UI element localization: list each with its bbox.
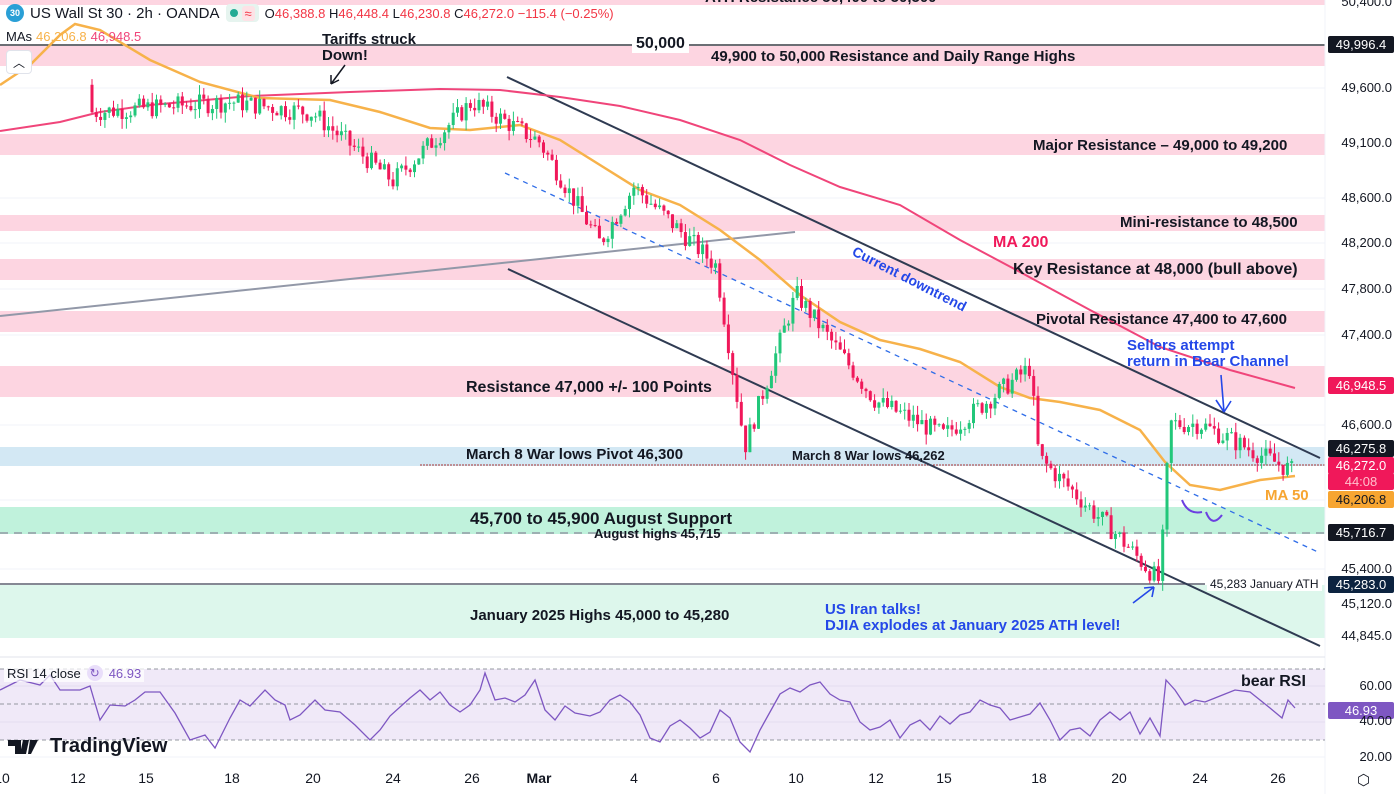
- time-tick: 15: [138, 770, 154, 786]
- ohlc-values: O46,388.8 H46,448.4 L46,230.8 C46,272.0 …: [264, 5, 614, 21]
- tariffs-label: Tariffs struck Down!: [322, 31, 416, 64]
- settings-icon[interactable]: ⬡: [1357, 772, 1371, 789]
- price-tag: 46,948.5: [1328, 377, 1394, 394]
- price-tag: 45,283.0: [1328, 576, 1394, 593]
- rsi-value: 46.93: [108, 665, 142, 681]
- time-tick: 20: [305, 770, 321, 786]
- price-tick: 47,800.0: [1341, 281, 1392, 296]
- ma200-line: [0, 87, 1296, 389]
- channel-lower: [507, 268, 1321, 647]
- rsi-sync-icon[interactable]: ↻: [86, 665, 103, 681]
- rsi-value-tag: 46.93: [1328, 702, 1394, 719]
- rsi-legend[interactable]: RSI 14 close ↻ 46.93: [4, 664, 145, 682]
- price-tick: 45,120.0: [1341, 596, 1392, 611]
- chevron-up-icon: ︿: [12, 55, 25, 70]
- tariffs-arrow: [330, 64, 346, 85]
- price-tag: 46,206.8: [1328, 491, 1394, 508]
- rsi-tick: 40.00: [1359, 713, 1392, 728]
- candles: [90, 79, 1294, 591]
- time-tick: 10: [788, 770, 804, 786]
- sellers-note: Sellers attempt return in Bear Channel: [1127, 337, 1289, 370]
- time-tick: Mar: [526, 770, 552, 786]
- january-highs-zone: [0, 585, 1325, 638]
- market-open-icon: [229, 9, 238, 17]
- august-highs-label: August highs 45,715: [594, 526, 721, 541]
- purple-swoosh-1: [1181, 499, 1203, 514]
- level-50000-label: 50,000: [632, 35, 689, 53]
- tradingview-logo-icon: [8, 739, 38, 754]
- symbol-title[interactable]: US Wall St 30 · 2h · OANDA: [30, 4, 220, 22]
- war-lows-pivot-label: March 8 War lows Pivot 46,300: [466, 446, 684, 463]
- sellers-arrow: [1215, 374, 1232, 413]
- price-tick: 48,600.0: [1341, 190, 1392, 205]
- rsi-tick: 60.00: [1359, 678, 1392, 693]
- january-highs-label: January 2025 Highs 45,000 to 45,280: [470, 607, 730, 624]
- price-tick: 49,600.0: [1341, 80, 1392, 95]
- rsi-tick: 20.00: [1359, 749, 1392, 764]
- time-tick: 12: [868, 770, 884, 786]
- price-tag: 46,275.8: [1328, 440, 1394, 457]
- mas-label: MAs: [6, 29, 32, 44]
- time-tick: 15: [936, 770, 952, 786]
- ath-resistance-label: ATH Resistance 50,400 to 50,500: [705, 0, 937, 6]
- rsi-label: RSI 14 close: [7, 665, 81, 681]
- key-resistance-label: Key Resistance at 48,000 (bull above): [1013, 261, 1298, 278]
- resistance-zones: [0, 0, 1325, 397]
- time-tick: 20: [1111, 770, 1127, 786]
- time-tick: 24: [1192, 770, 1208, 786]
- price-tick: 47,400.0: [1341, 327, 1392, 342]
- rsi-line: [0, 670, 1296, 754]
- ma200-label: MA 200: [993, 234, 1049, 251]
- ma-legend[interactable]: MAs 46,206.8 46,948.5: [6, 29, 141, 44]
- war-lows-262-label: March 8 War lows 46,262: [792, 448, 945, 463]
- ma200-value: 46,948.5: [90, 29, 142, 44]
- change-value: −115.4 (−0.25%): [517, 5, 614, 21]
- time-tick: 24: [385, 770, 401, 786]
- time-tick: 12: [70, 770, 86, 786]
- iran-arrow: [1132, 586, 1155, 604]
- major-resistance-label: Major Resistance – 49,000 to 49,200: [1033, 137, 1288, 154]
- time-tick: 10: [0, 770, 10, 786]
- august-support-label: 45,700 to 45,900 August Support: [470, 509, 732, 528]
- channel-upper: [506, 76, 1321, 459]
- price-tick: 48,200.0: [1341, 235, 1392, 250]
- time-tick: 26: [1270, 770, 1286, 786]
- price-tick: 45,400.0: [1341, 561, 1392, 576]
- time-tick: 18: [1031, 770, 1047, 786]
- price-tick: 44,845.0: [1341, 628, 1392, 643]
- price-tick: 46,600.0: [1341, 417, 1392, 432]
- price-tick: 50,400.0: [1341, 0, 1392, 9]
- symbol-legend[interactable]: 30 US Wall St 30 · 2h · OANDA ≈ O46,388.…: [6, 4, 614, 22]
- collapse-legend-button[interactable]: ︿: [6, 50, 32, 74]
- pivot-zone: [0, 447, 1325, 466]
- price-tag: 46,272.0: [1328, 457, 1394, 474]
- market-status[interactable]: ≈: [225, 4, 259, 22]
- price-tick: 49,100.0: [1341, 135, 1392, 150]
- resistance-47000-label: Resistance 47,000 +/- 100 Points: [466, 379, 712, 396]
- august-support-zone: [0, 507, 1325, 534]
- bear-rsi-label: bear RSI: [1241, 673, 1306, 690]
- mini-resistance-label: Mini-resistance to 48,500: [1120, 214, 1298, 231]
- price-tag: 49,996.4: [1328, 36, 1394, 53]
- iran-talks-note: US Iran talks! DJIA explodes at January 2…: [825, 601, 1121, 634]
- time-tick: 26: [464, 770, 480, 786]
- ma50-value: 46,206.8: [36, 29, 87, 44]
- tradingview-logo[interactable]: TradingView: [8, 735, 167, 758]
- range-highs-label: 49,900 to 50,000 Resistance and Daily Ra…: [711, 48, 1076, 65]
- time-tick: 6: [712, 770, 720, 786]
- time-tick: 4: [630, 770, 638, 786]
- purple-swoosh-2: [1205, 511, 1223, 522]
- time-tick: 18: [224, 770, 240, 786]
- price-tag: 45,716.7: [1328, 524, 1394, 541]
- pivotal-resistance-label: Pivotal Resistance 47,400 to 47,600: [1036, 311, 1287, 328]
- price-tag: 44:08: [1328, 473, 1394, 490]
- data-delay-icon: ≈: [241, 5, 255, 21]
- ma50-line: [0, 22, 1296, 492]
- january-ath-label: 45,283 January ATH: [1207, 577, 1322, 591]
- ma50-label: MA 50: [1265, 487, 1309, 504]
- symbol-logo: 30: [6, 4, 24, 22]
